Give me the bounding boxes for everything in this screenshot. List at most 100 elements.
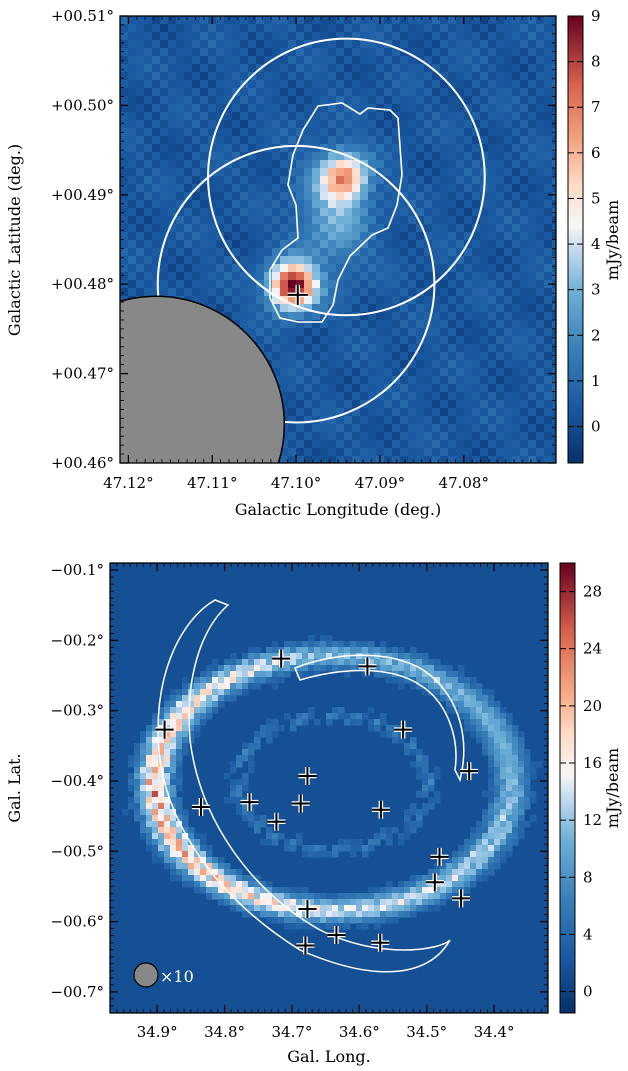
map-pixel	[464, 440, 473, 449]
map-pixel	[352, 328, 361, 337]
map-pixel	[182, 713, 189, 720]
map-pixel	[320, 88, 329, 97]
map-pixel	[432, 392, 441, 401]
map-pixel	[120, 192, 129, 201]
map-pixel	[472, 288, 481, 297]
map-pixel	[536, 432, 545, 441]
map-pixel	[464, 232, 473, 241]
map-pixel	[164, 719, 171, 726]
map-pixel	[152, 797, 159, 804]
map-pixel	[216, 24, 225, 33]
map-pixel	[448, 184, 457, 193]
map-pixel	[456, 408, 465, 417]
map-pixel	[374, 893, 381, 900]
map-pixel	[128, 773, 135, 780]
map-pixel	[280, 312, 289, 321]
map-pixel	[408, 40, 417, 49]
map-pixel	[140, 749, 147, 756]
map-pixel	[288, 32, 297, 41]
map-pixel	[304, 184, 313, 193]
map-pixel	[380, 917, 387, 924]
map-pixel	[266, 887, 273, 894]
map-pixel	[408, 248, 417, 257]
map-pixel	[480, 72, 489, 81]
map-pixel	[400, 408, 409, 417]
map-pixel	[524, 755, 531, 762]
map-pixel	[164, 713, 171, 720]
map-pixel	[432, 448, 441, 457]
map-pixel	[512, 448, 521, 457]
map-pixel	[272, 833, 279, 840]
map-pixel	[200, 695, 207, 702]
map-pixel	[184, 240, 193, 249]
map-pixel	[410, 893, 417, 900]
map-pixel	[352, 200, 361, 209]
map-pixel	[224, 168, 233, 177]
map-pixel	[242, 653, 249, 660]
map-pixel	[408, 112, 417, 121]
map-pixel	[272, 320, 281, 329]
map-pixel	[144, 208, 153, 217]
map-pixel	[216, 168, 225, 177]
map-pixel	[416, 448, 425, 457]
map-pixel	[376, 208, 385, 217]
map-pixel	[296, 128, 305, 137]
map-pixel	[500, 743, 507, 750]
map-pixel	[416, 887, 423, 894]
map-pixel	[422, 689, 429, 696]
map-pixel	[224, 104, 233, 113]
map-pixel	[206, 887, 213, 894]
map-pixel	[386, 653, 393, 660]
map-pixel	[352, 152, 361, 161]
map-pixel	[328, 104, 337, 113]
map-pixel	[312, 112, 321, 121]
map-pixel	[452, 869, 459, 876]
map-pixel	[512, 827, 519, 834]
map-pixel	[380, 713, 387, 720]
map-pixel	[182, 707, 189, 714]
map-pixel	[248, 280, 257, 289]
map-pixel	[164, 737, 171, 744]
map-pixel	[242, 755, 249, 762]
map-pixel	[456, 136, 465, 145]
map-pixel	[544, 232, 553, 241]
map-pixel	[146, 815, 153, 822]
map-pixel	[464, 725, 471, 732]
map-pixel	[194, 863, 201, 870]
map-pixel	[416, 40, 425, 49]
map-pixel	[528, 320, 537, 329]
map-pixel	[360, 112, 369, 121]
map-pixel	[392, 136, 401, 145]
map-pixel	[296, 899, 303, 906]
map-pixel	[434, 797, 441, 804]
map-pixel	[176, 845, 183, 852]
map-pixel	[328, 168, 337, 177]
map-pixel	[410, 647, 417, 654]
map-pixel	[488, 152, 497, 161]
map-pixel	[368, 647, 375, 654]
map-pixel	[392, 280, 401, 289]
map-pixel	[176, 272, 185, 281]
map-pixel	[528, 376, 537, 385]
map-pixel	[432, 48, 441, 57]
map-pixel	[428, 773, 435, 780]
map-pixel	[120, 160, 129, 169]
map-pixel	[136, 232, 145, 241]
map-pixel	[416, 408, 425, 417]
map-pixel	[144, 152, 153, 161]
map-pixel	[544, 56, 553, 65]
map-pixel	[254, 653, 261, 660]
map-pixel	[164, 821, 171, 828]
map-pixel	[352, 456, 361, 463]
map-pixel	[440, 192, 449, 201]
map-pixel	[376, 120, 385, 129]
map-pixel	[272, 296, 281, 305]
map-pixel	[134, 797, 141, 804]
map-pixel	[544, 304, 553, 313]
map-pixel	[512, 264, 521, 273]
map-pixel	[344, 448, 353, 457]
map-pixel	[328, 352, 337, 361]
map-pixel	[504, 424, 513, 433]
map-pixel	[356, 713, 363, 720]
map-pixel	[440, 312, 449, 321]
